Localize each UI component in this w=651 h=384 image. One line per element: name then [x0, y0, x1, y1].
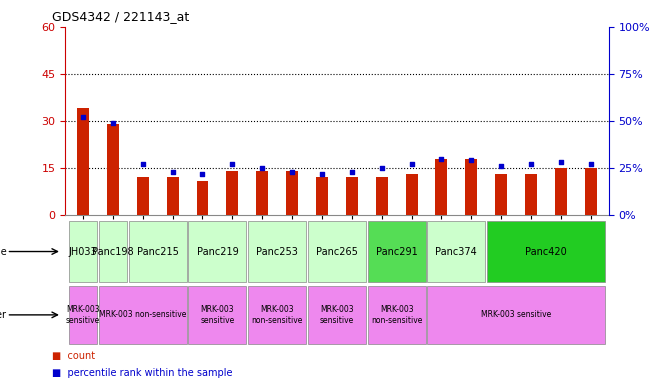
Point — [78, 114, 89, 120]
Bar — [99, 221, 127, 282]
Point — [107, 120, 118, 126]
Bar — [465, 159, 477, 215]
Point — [406, 161, 417, 167]
Bar — [555, 168, 567, 215]
Text: Panc420: Panc420 — [525, 247, 567, 257]
Text: MRK-003 non-sensitive: MRK-003 non-sensitive — [99, 310, 186, 319]
Point — [257, 165, 268, 171]
Text: MRK-003
sensitive: MRK-003 sensitive — [201, 305, 234, 324]
Bar — [69, 221, 97, 282]
Bar — [308, 286, 366, 344]
Point — [317, 170, 327, 177]
Text: Panc253: Panc253 — [256, 247, 298, 257]
Point — [436, 156, 447, 162]
Point — [496, 163, 506, 169]
Bar — [188, 221, 246, 282]
Bar — [77, 108, 89, 215]
Text: MRK-003
non-sensitive: MRK-003 non-sensitive — [371, 305, 422, 324]
Bar — [286, 171, 298, 215]
Bar — [227, 171, 238, 215]
Bar — [376, 177, 387, 215]
Bar — [525, 174, 537, 215]
Bar — [99, 286, 187, 344]
Bar — [495, 174, 507, 215]
Bar — [167, 177, 178, 215]
Point — [556, 159, 566, 166]
Bar — [308, 221, 366, 282]
Text: ■  percentile rank within the sample: ■ percentile rank within the sample — [52, 368, 232, 378]
Bar — [197, 180, 208, 215]
Text: MRK-003
sensitive: MRK-003 sensitive — [320, 305, 354, 324]
Bar — [585, 168, 597, 215]
Bar — [406, 174, 417, 215]
Text: MRK-003 sensitive: MRK-003 sensitive — [481, 310, 551, 319]
Bar — [346, 177, 358, 215]
Bar — [368, 221, 426, 282]
Bar — [107, 124, 119, 215]
Point — [376, 165, 387, 171]
Bar — [256, 171, 268, 215]
Text: other: other — [0, 310, 7, 320]
Bar — [436, 159, 447, 215]
Text: MRK-003
sensitive: MRK-003 sensitive — [66, 305, 100, 324]
Point — [346, 169, 357, 175]
Bar — [368, 286, 426, 344]
Bar — [248, 221, 306, 282]
Point — [585, 161, 596, 167]
Text: Panc265: Panc265 — [316, 247, 358, 257]
Bar — [248, 286, 306, 344]
Point — [287, 169, 298, 175]
Text: Panc219: Panc219 — [197, 247, 238, 257]
Bar — [316, 177, 328, 215]
Bar — [69, 286, 97, 344]
Text: Panc215: Panc215 — [137, 247, 178, 257]
Text: ■  count: ■ count — [52, 351, 95, 361]
Bar — [129, 221, 187, 282]
Bar — [428, 221, 486, 282]
Point — [137, 161, 148, 167]
Text: Panc374: Panc374 — [436, 247, 477, 257]
Bar — [428, 286, 605, 344]
Text: MRK-003
non-sensitive: MRK-003 non-sensitive — [251, 305, 303, 324]
Bar — [487, 221, 605, 282]
Bar — [188, 286, 246, 344]
Point — [227, 161, 238, 167]
Point — [526, 161, 536, 167]
Text: Panc198: Panc198 — [92, 247, 133, 257]
Bar — [137, 177, 148, 215]
Point — [466, 157, 477, 164]
Text: Panc291: Panc291 — [376, 247, 417, 257]
Text: JH033: JH033 — [69, 247, 98, 257]
Text: GDS4342 / 221143_at: GDS4342 / 221143_at — [52, 10, 189, 23]
Text: cell line: cell line — [0, 247, 7, 257]
Point — [197, 170, 208, 177]
Point — [167, 169, 178, 175]
